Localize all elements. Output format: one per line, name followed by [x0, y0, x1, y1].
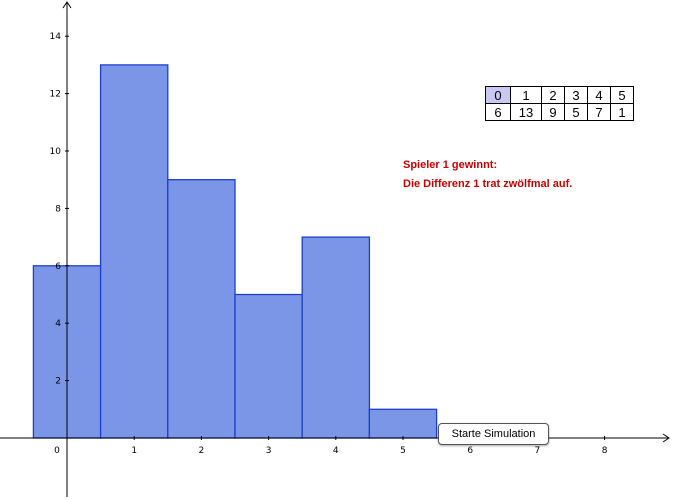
- x-tick-label-3: 3: [266, 446, 272, 456]
- y-tick-label-10: 10: [50, 147, 62, 157]
- start-simulation-button[interactable]: Starte Simulation: [438, 423, 549, 445]
- table-cell-diff-4: 4: [587, 86, 611, 104]
- x-tick-label-0: 0: [54, 446, 60, 456]
- table-cell-diff-3: 3: [564, 86, 588, 104]
- y-tick-label-4: 4: [55, 319, 61, 329]
- x-tick-label-2: 2: [199, 446, 205, 456]
- table-cell-diff-5: 5: [610, 86, 634, 104]
- table-cell-count-4: 7: [587, 103, 611, 121]
- table-cell-count-3: 5: [564, 103, 588, 121]
- table-cell-count-2: 9: [541, 103, 565, 121]
- histogram-bar-5: [368, 408, 438, 439]
- table-cell-count-0: 6: [485, 103, 511, 121]
- table-count-row: 6 13 9 5 7 1: [485, 103, 634, 121]
- x-tick-label-6: 6: [467, 446, 473, 456]
- histogram-bar-4: [301, 236, 371, 439]
- table-cell-count-5: 1: [610, 103, 634, 121]
- frequency-table: 0 1 2 3 4 5 6 13 9 5 7 1: [485, 86, 634, 121]
- histogram-bar-3: [234, 293, 303, 439]
- table-cell-diff-1: 1: [510, 86, 542, 104]
- histogram-bar-1: [99, 64, 169, 439]
- table-header-row: 0 1 2 3 4 5: [485, 86, 634, 104]
- table-cell-diff-0: 0: [485, 86, 511, 104]
- winner-message: Spieler 1 gewinnt:: [403, 159, 498, 171]
- y-tick-label-8: 8: [55, 204, 61, 214]
- x-tick-label-8: 8: [602, 446, 608, 456]
- y-tick-label-2: 2: [55, 377, 61, 387]
- table-cell-count-1: 13: [510, 103, 542, 121]
- histogram-bar-2: [167, 179, 236, 439]
- x-tick-label-7: 7: [535, 446, 541, 456]
- x-tick-label-5: 5: [400, 446, 406, 456]
- table-cell-diff-2: 2: [541, 86, 565, 104]
- x-tick-label-4: 4: [333, 446, 339, 456]
- x-axis-arrow: [662, 433, 670, 443]
- y-tick-label-14: 14: [50, 32, 62, 42]
- y-tick-label-6: 6: [55, 262, 61, 272]
- y-tick-label-12: 12: [50, 90, 61, 100]
- difference-message: Die Differenz 1 trat zwölfmal auf.: [403, 178, 573, 190]
- x-tick-label-1: 1: [131, 446, 137, 456]
- y-axis-arrow: [62, 1, 72, 9]
